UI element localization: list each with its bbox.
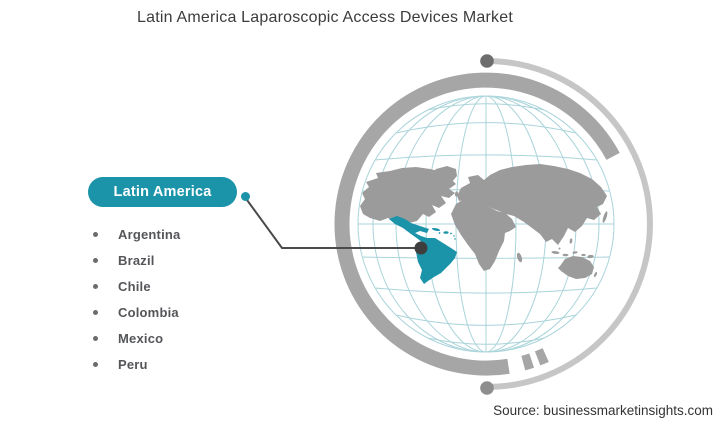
new-zealand <box>593 271 598 278</box>
greenland <box>429 166 457 187</box>
bullet-icon <box>93 309 98 315</box>
country-list-item: Chile <box>80 273 180 299</box>
caribbean-highlight <box>431 227 456 240</box>
callout-connector-dot-icon <box>241 192 250 201</box>
orbital-ring-arc <box>334 72 620 376</box>
country-label: Mexico <box>118 330 164 346</box>
thin-arc-top-dot-icon <box>480 54 494 68</box>
ring-dash-2 <box>534 348 549 366</box>
bullet-icon <box>93 257 98 263</box>
region-badge-label: Latin America <box>113 184 212 200</box>
australia <box>558 256 594 279</box>
country-label: Peru <box>118 356 148 372</box>
eurasia <box>457 164 607 245</box>
mexico-central-america-highlight <box>389 216 434 246</box>
uk-island <box>454 191 459 197</box>
country-list-item: Peru <box>80 351 180 377</box>
asian-islands <box>551 211 608 259</box>
country-list-item: Argentina <box>80 221 180 247</box>
source-attribution: Source: businessmarketinsights.com <box>493 403 713 418</box>
bullet-icon <box>93 335 98 341</box>
outer-thin-arc <box>486 58 653 390</box>
country-list-item: Colombia <box>80 299 180 325</box>
world-map <box>360 164 608 284</box>
africa <box>451 198 516 271</box>
country-list-item: Mexico <box>80 325 180 351</box>
bullet-icon <box>93 283 98 289</box>
ring-dash-1 <box>521 353 535 371</box>
country-list-item: Brazil <box>80 247 180 273</box>
country-label: Colombia <box>118 304 179 320</box>
country-label: Chile <box>118 278 151 294</box>
map-marker-dot-icon <box>414 241 428 255</box>
thin-arc-bottom-dot-icon <box>480 381 494 395</box>
country-label: Argentina <box>118 226 181 242</box>
country-list: Argentina Brazil Chile Colombia Mexico Peru <box>80 221 180 377</box>
bullet-icon <box>93 361 98 367</box>
bullet-icon <box>93 231 98 237</box>
madagascar <box>516 252 523 263</box>
callout-leader-line <box>246 199 421 249</box>
region-badge: Latin America <box>88 177 237 207</box>
country-label: Brazil <box>118 252 155 268</box>
page-title: Latin America Laparoscopic Access Device… <box>137 9 513 26</box>
north-america <box>360 167 456 223</box>
